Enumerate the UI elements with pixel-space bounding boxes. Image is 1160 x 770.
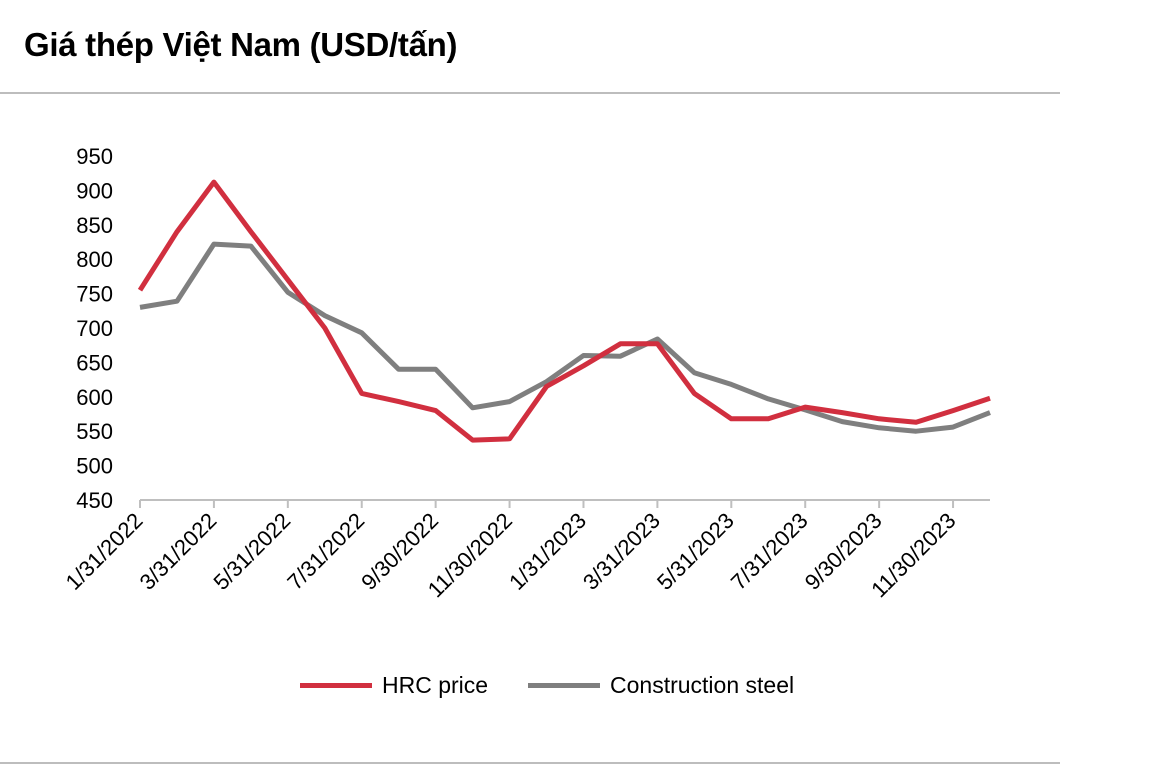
data-point-construction-steel [396, 367, 401, 372]
x-tick-label: 5/31/2022 [208, 508, 295, 595]
data-point-construction-steel [174, 299, 179, 304]
line-chart: 450 500 550 600 650 700 750 800 850 900 950 1/31/2… [61, 144, 993, 602]
data-point-hrc-price [951, 408, 956, 413]
x-tick-label: 3/31/2022 [135, 508, 222, 595]
data-point-hrc-price [544, 384, 549, 389]
data-point-hrc-price [840, 410, 845, 415]
y-tick-label: 650 [76, 350, 113, 375]
series-line-construction-steel [139, 241, 991, 434]
data-point-hrc-price [285, 277, 290, 282]
data-point-hrc-price [248, 229, 253, 234]
x-tick-label: 7/31/2023 [726, 508, 813, 595]
data-point-hrc-price [211, 180, 216, 185]
y-tick-label: 700 [76, 316, 113, 341]
y-tick-label: 500 [76, 454, 113, 479]
data-point-hrc-price [396, 399, 401, 404]
data-point-construction-steel [581, 353, 586, 358]
data-point-construction-steel [507, 399, 512, 404]
data-point-hrc-price [766, 416, 771, 421]
series-line-hrc-price [137, 179, 991, 443]
data-point-construction-steel [211, 242, 216, 247]
data-point-construction-steel [285, 290, 290, 295]
data-point-hrc-price [803, 405, 808, 410]
data-point-hrc-price [322, 326, 327, 331]
legend-item-hrc: HRC price [300, 668, 488, 702]
data-point-construction-steel [433, 367, 438, 372]
y-tick-label: 800 [76, 247, 113, 272]
data-point-hrc-price [138, 288, 143, 293]
data-point-hrc-price [988, 396, 993, 401]
chart-title: Giá thép Việt Nam (USD/tấn) [24, 26, 458, 63]
data-point-hrc-price [359, 391, 364, 396]
legend-label-construction-steel: Construction steel [610, 671, 795, 698]
data-point-construction-steel [840, 419, 845, 424]
data-point-construction-steel [951, 425, 956, 430]
data-point-construction-steel [322, 313, 327, 318]
y-tick-label: 550 [76, 419, 113, 444]
data-point-construction-steel [729, 382, 734, 387]
data-point-construction-steel [692, 370, 697, 375]
y-tick-label: 600 [76, 385, 113, 410]
data-point-construction-steel [766, 396, 771, 401]
x-tick-label: 5/31/2023 [652, 508, 739, 595]
x-axis: 1/31/20223/31/20225/31/20227/31/20229/30… [61, 500, 961, 602]
y-tick-label: 900 [76, 178, 113, 203]
data-point-hrc-price [618, 341, 623, 346]
data-point-construction-steel [138, 305, 143, 310]
legend-swatch-hrc [300, 682, 372, 688]
data-point-construction-steel [618, 354, 623, 359]
data-point-hrc-price [470, 438, 475, 443]
series-layer [137, 179, 993, 443]
y-tick-label: 850 [76, 213, 113, 238]
data-point-hrc-price [692, 391, 697, 396]
data-point-hrc-price [655, 341, 660, 346]
bottom-divider [0, 762, 1060, 764]
data-point-hrc-price [433, 408, 438, 413]
data-point-hrc-price [581, 363, 586, 368]
data-point-hrc-price [914, 420, 919, 425]
data-point-construction-steel [248, 244, 253, 249]
data-point-construction-steel [359, 330, 364, 335]
legend: HRC price Construction steel [0, 668, 1160, 702]
data-point-hrc-price [174, 229, 179, 234]
data-point-construction-steel [877, 425, 882, 430]
data-point-hrc-price [877, 416, 882, 421]
legend-swatch-construction-steel [528, 682, 600, 688]
x-tick-label: 7/31/2022 [282, 508, 369, 595]
legend-item-construction-steel: Construction steel [528, 668, 794, 702]
x-tick-label: 1/31/2022 [61, 508, 148, 595]
legend-label-hrc: HRC price [382, 671, 489, 698]
data-point-hrc-price [507, 436, 512, 441]
y-tick-label: 950 [76, 144, 113, 169]
top-divider [0, 92, 1060, 94]
x-tick-label: 3/31/2023 [578, 508, 665, 595]
y-tick-label: 750 [76, 282, 113, 307]
y-axis: 450 500 550 600 650 700 750 800 850 900 950 [76, 144, 113, 513]
data-point-hrc-price [729, 416, 734, 421]
data-point-construction-steel [470, 405, 475, 410]
data-point-construction-steel [655, 337, 660, 342]
x-tick-label: 1/31/2023 [504, 508, 591, 595]
data-point-construction-steel [988, 410, 993, 415]
y-tick-label: 450 [76, 488, 113, 513]
data-point-construction-steel [914, 429, 919, 434]
